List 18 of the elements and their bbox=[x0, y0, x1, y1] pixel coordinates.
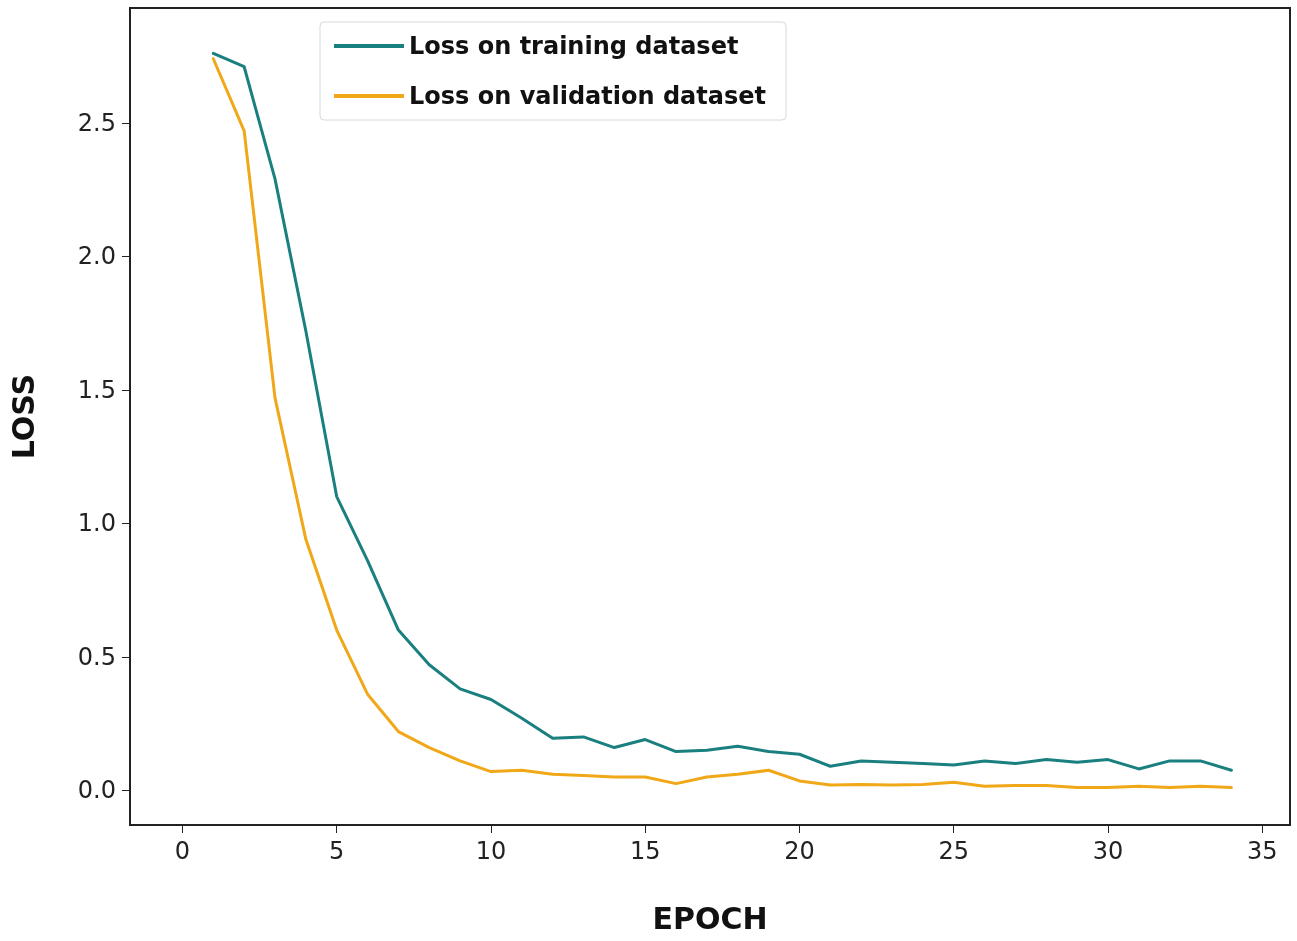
x-tick-label: 20 bbox=[784, 837, 815, 865]
y-tick-label: 2.0 bbox=[77, 242, 116, 271]
y-tick-label: 1.0 bbox=[77, 509, 116, 538]
legend-label: Loss on training dataset bbox=[409, 32, 739, 60]
y-tick-label: 0.0 bbox=[77, 776, 116, 805]
x-tick-label: 25 bbox=[938, 837, 969, 865]
x-tick-label: 0 bbox=[174, 837, 191, 865]
x-tick-label: 10 bbox=[475, 837, 507, 865]
x-axis-title: EPOCH bbox=[652, 900, 768, 936]
x-tick-label: 35 bbox=[1246, 837, 1278, 865]
x-tick-label: 30 bbox=[1092, 837, 1124, 865]
y-tick-label: 0.5 bbox=[77, 642, 116, 671]
y-axis-title: LOSS bbox=[5, 373, 41, 460]
legend-label: Loss on validation dataset bbox=[409, 82, 767, 110]
y-tick-label: 2.5 bbox=[77, 108, 116, 137]
y-tick-label: 1.5 bbox=[77, 375, 116, 404]
x-tick-label: 15 bbox=[629, 837, 661, 865]
x-tick-label: 5 bbox=[329, 837, 345, 865]
